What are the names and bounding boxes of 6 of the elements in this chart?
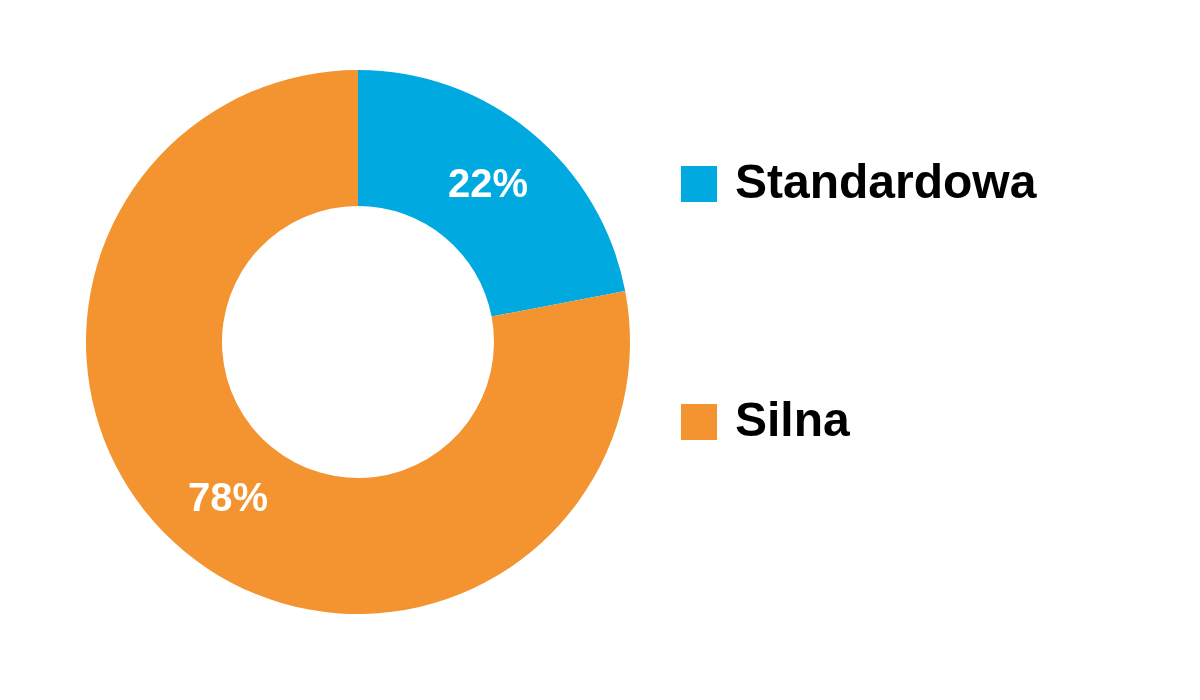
donut-slice <box>358 70 626 317</box>
legend-label: Silna <box>735 393 851 446</box>
data-label: 22% <box>448 160 529 205</box>
legend-label: Standardowa <box>735 155 1037 208</box>
donut-slice <box>86 70 630 614</box>
data-label: 78% <box>187 475 268 520</box>
